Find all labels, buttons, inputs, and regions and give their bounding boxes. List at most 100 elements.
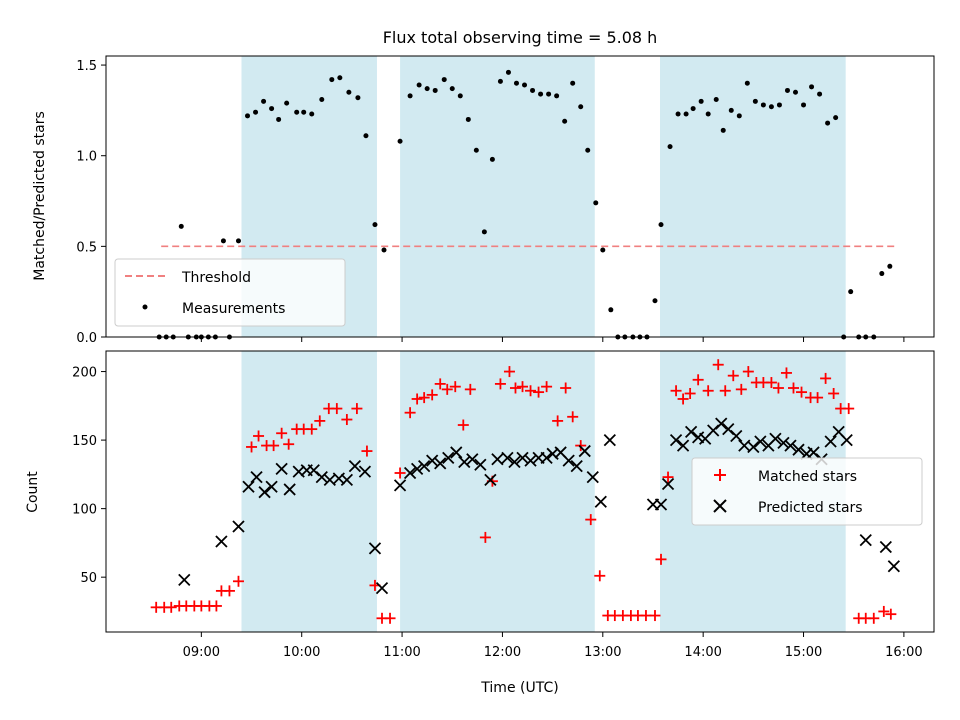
matched-star-point: [426, 389, 438, 401]
matched-star-point: [594, 570, 606, 582]
measurement-point: [720, 127, 726, 133]
marker-stroke: [586, 470, 599, 484]
predicted-star-point: [450, 446, 463, 459]
marker-stroke: [562, 454, 575, 467]
measurement-point: [355, 95, 361, 101]
x-tick-label: 13:00: [584, 645, 621, 660]
measurement-point: [407, 93, 413, 99]
measurement-point: [736, 113, 742, 119]
matched-star-point: [796, 386, 808, 398]
y-tick-label: 150: [72, 434, 97, 449]
matched-star-point: [165, 601, 177, 613]
marker-stroke: [484, 473, 497, 486]
x-axis-label: Time (UTC): [480, 680, 558, 696]
measurement-point: [768, 104, 774, 110]
measurement-point: [675, 111, 681, 117]
matched-star-point: [719, 385, 731, 397]
y-tick-label: 1.5: [76, 59, 97, 74]
predicted-star-point: [434, 457, 447, 470]
marker-stroke: [832, 425, 845, 439]
matched-star-point: [820, 372, 832, 384]
predicted-star-point: [887, 560, 900, 573]
marker-stroke: [887, 560, 900, 573]
matched-star-point: [404, 407, 416, 419]
legend-matched-label: Matched stars: [758, 469, 857, 485]
y-tick-label: 0.5: [76, 240, 97, 255]
marker-stroke: [747, 440, 760, 454]
marker-stroke: [754, 435, 767, 448]
measurement-point: [294, 109, 300, 115]
matched-star-point: [765, 377, 777, 389]
predicted-star-point: [466, 453, 479, 466]
matched-star-point: [494, 378, 506, 390]
marker-stroke: [403, 466, 417, 480]
measurement-point: [760, 102, 766, 108]
predicted-star-point: [654, 498, 668, 511]
predicted-star-point: [754, 435, 767, 448]
predicted-star-point: [859, 534, 872, 547]
measurement-point: [585, 147, 591, 153]
x-tick-label: 15:00: [785, 645, 822, 660]
predicted-star-point: [516, 451, 529, 465]
marker-stroke: [879, 540, 892, 554]
top-panel: 0.0 0.5 1.0 1.5 Matched/Predicted stars Thr…: [32, 55, 935, 346]
predicted-star-point: [824, 435, 837, 448]
measurement-point: [473, 147, 479, 153]
matched-star-point: [787, 382, 799, 394]
predicted-star-point: [215, 535, 228, 548]
measurement-point: [457, 93, 463, 99]
matched-star-point: [441, 383, 453, 395]
predicted-star-point: [403, 466, 417, 480]
marker-stroke: [315, 470, 328, 484]
measurement-point: [667, 144, 673, 150]
top-shaded-intervals: [241, 56, 846, 337]
predicted-star-point: [474, 458, 487, 471]
legend-measurements-label: Measurements: [182, 301, 285, 317]
measurement-point: [801, 102, 807, 108]
x-tick-label: 16:00: [885, 645, 922, 660]
measurement-point: [530, 87, 536, 93]
top-plot-frame: [105, 55, 935, 338]
marker-stroke: [418, 460, 431, 473]
predicted-star-point: [730, 429, 743, 443]
legend-predicted-swatch: [713, 499, 727, 513]
chart-title: Flux total observing time = 5.08 h: [383, 28, 658, 47]
marker-stroke: [824, 435, 837, 448]
matched-star-point: [712, 359, 724, 371]
predicted-star-point: [524, 454, 537, 467]
predicted-star-point: [578, 444, 591, 458]
count-points: [150, 359, 900, 624]
measurement-point: [309, 111, 315, 117]
marker-stroke: [283, 483, 296, 496]
predicted-star-point: [603, 433, 616, 447]
y-tick-label: 100: [72, 503, 97, 518]
predicted-star-point: [676, 439, 690, 452]
measurement-point: [301, 109, 307, 115]
marker-stroke: [491, 453, 504, 466]
matched-star-point: [232, 575, 244, 587]
marker-stroke: [784, 439, 797, 452]
measurement-point: [497, 78, 503, 84]
predicted-star-point: [586, 470, 599, 484]
predicted-star-point: [265, 480, 278, 493]
measurement-point: [809, 84, 815, 90]
x-tick-label: 14:00: [684, 645, 721, 660]
marker-stroke: [730, 429, 743, 443]
predicted-star-point: [250, 470, 263, 484]
predicted-star-point: [393, 479, 407, 492]
measurement-point: [652, 298, 658, 304]
predicted-star-point: [232, 520, 245, 533]
predicted-star-point: [879, 540, 892, 554]
x-tick-label: 11:00: [383, 645, 420, 660]
marker-stroke: [654, 498, 668, 511]
predicted-star-point: [491, 453, 504, 466]
measurement-point: [522, 82, 528, 88]
marker-stroke: [508, 455, 521, 469]
matched-star-point: [314, 415, 326, 427]
marker-stroke: [265, 480, 278, 493]
marker-stroke: [807, 446, 820, 459]
marker-stroke: [792, 443, 805, 456]
measurement-point: [538, 91, 544, 97]
marker-stroke: [715, 417, 728, 430]
matched-star-point: [560, 382, 572, 394]
